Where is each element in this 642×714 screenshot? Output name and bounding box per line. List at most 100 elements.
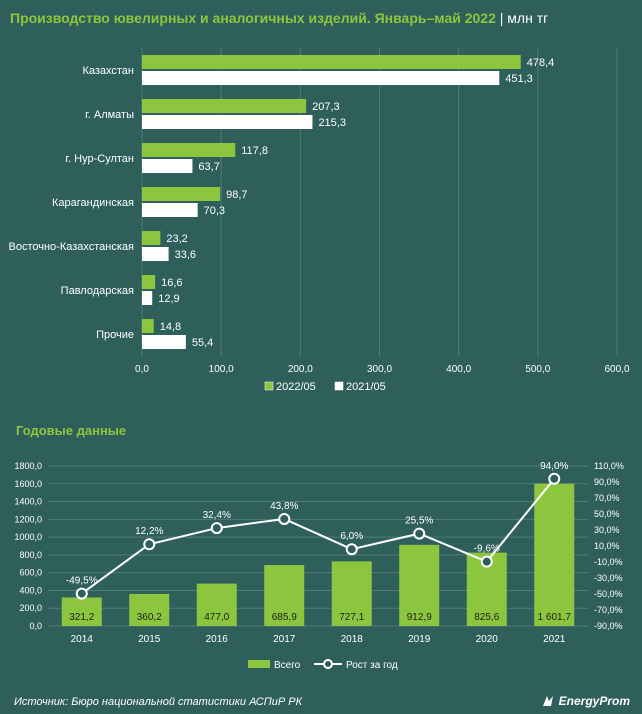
legend-label: 2021/05 [346, 381, 386, 393]
bar [61, 597, 102, 626]
legend-swatch [334, 381, 344, 391]
x-tick-label: 2015 [138, 634, 161, 645]
data-label: 63,7 [198, 161, 219, 173]
chart-title-text: Производство ювелирных и аналогичных изд… [10, 10, 496, 26]
annual-section-header: Годовые данные [0, 420, 642, 440]
legend-marker [323, 659, 333, 669]
y-tick-label-right: 30,0% [594, 525, 620, 535]
line-value-label: -49,5% [66, 576, 98, 587]
data-label: 215,3 [318, 117, 346, 129]
y-tick-label-right: 50,0% [594, 509, 620, 519]
bar-value-label: 912,9 [407, 612, 432, 623]
x-tick-label: 2017 [273, 634, 296, 645]
bar-value-label: 477,0 [204, 612, 229, 623]
data-label: 70,3 [204, 205, 225, 217]
x-tick-label: 300,0 [367, 364, 392, 375]
x-tick-label: 2016 [206, 634, 229, 645]
brand-logo: EnergyProm [541, 694, 630, 708]
x-tick-label: 200,0 [288, 364, 313, 375]
bar [264, 565, 305, 626]
bar [142, 203, 198, 217]
category-label: Павлодарская [61, 285, 134, 297]
x-tick-label: 100,0 [209, 364, 234, 375]
bar [142, 275, 156, 289]
line-value-label: 6,0% [340, 531, 363, 542]
x-tick-label: 400,0 [446, 364, 471, 375]
bar-value-label: 685,9 [272, 612, 297, 623]
annual-chart-panel: 0,0 200,0 400,0 600,0 800,0 1000,0 1200,0 1400,… [0, 446, 642, 688]
y-tick-label-right: -50,0% [594, 589, 623, 599]
line-value-label: 32,4% [203, 510, 231, 521]
data-label: 33,6 [175, 249, 196, 261]
line-value-label: 94,0% [540, 461, 568, 472]
bar [142, 115, 313, 129]
y-tick-label-left: 1000,0 [14, 532, 42, 542]
bar [142, 247, 169, 261]
y-tick-label-right: -10,0% [594, 557, 623, 567]
y-tick-label-left: 600,0 [19, 568, 42, 578]
bar [196, 583, 237, 626]
data-label: 207,3 [312, 101, 340, 113]
chart-title: Производство ювелирных и аналогичных изд… [10, 10, 549, 26]
y-tick-label-right: -90,0% [594, 621, 623, 631]
bar [142, 291, 153, 305]
x-tick-label: 2018 [341, 634, 364, 645]
bar [142, 231, 161, 245]
bar [331, 561, 372, 626]
line-point [480, 555, 493, 568]
data-label: 55,4 [192, 337, 213, 349]
bar [129, 593, 170, 626]
x-tick-label: 600,0 [604, 364, 629, 375]
y-tick-label-left: 800,0 [19, 550, 42, 560]
legend-swatch [264, 381, 274, 391]
x-tick-label: 500,0 [525, 364, 550, 375]
y-tick-label-right: -30,0% [594, 573, 623, 583]
annual-section-title: Годовые данные [16, 423, 127, 438]
x-tick-label: 2014 [71, 634, 94, 645]
x-tick-label: 0,0 [135, 364, 149, 375]
data-label: 98,7 [226, 189, 247, 201]
category-label: г. Нур-Султан [65, 153, 134, 165]
chart-unit: млн тг [507, 10, 549, 26]
energyprom-logo-icon [542, 696, 553, 706]
bar [399, 544, 440, 626]
y-tick-label-left: 0,0 [29, 621, 42, 631]
annual-combo-chart: 0,0 200,0 400,0 600,0 800,0 1000,0 1200,0 1400,… [0, 446, 642, 688]
y-tick-label-right: -70,0% [594, 605, 623, 615]
legend-label-bar: Всего [274, 660, 301, 671]
category-label: Прочие [96, 329, 134, 341]
bar-value-label: 1 601,7 [538, 612, 572, 623]
data-label: 478,4 [527, 57, 555, 69]
chart-header: Производство ювелирных и аналогичных изд… [0, 0, 642, 38]
category-label: г. Алматы [85, 109, 134, 121]
source-text: Источник: Бюро национальной статистики А… [14, 696, 303, 708]
line-point [75, 587, 88, 600]
bar [142, 159, 193, 173]
regional-chart-panel: 0,0 100,0 200,0 300,0 400,0 500,0 600,0 Казахст… [0, 38, 642, 404]
bar [142, 99, 307, 113]
legend-label: 2022/05 [276, 381, 316, 393]
growth-line [81, 478, 556, 595]
y-tick-label-right: 70,0% [594, 493, 620, 503]
x-tick-label: 2021 [543, 634, 566, 645]
line-point [210, 522, 223, 535]
line-point [548, 472, 561, 485]
line-point [345, 543, 358, 556]
line-value-label: 43,8% [270, 501, 298, 512]
data-label: 14,8 [160, 321, 181, 333]
line-point [278, 512, 291, 525]
line-value-label: 12,2% [135, 526, 163, 537]
category-label: Казахстан [82, 65, 134, 77]
data-label: 117,8 [241, 145, 268, 157]
category-label: Восточно-Казахстанская [8, 241, 134, 253]
line-point [413, 527, 426, 540]
y-tick-label-right: 110,0% [594, 461, 624, 471]
y-tick-label-right: 10,0% [594, 541, 620, 551]
footer: Источник: Бюро национальной статистики А… [0, 690, 642, 714]
bar [142, 335, 186, 349]
line-value-label: -9,6% [474, 544, 500, 555]
bar-value-label: 360,2 [137, 612, 162, 623]
y-tick-label-right: 90,0% [594, 477, 620, 487]
x-tick-label: 2020 [476, 634, 499, 645]
regional-bar-chart: 0,0 100,0 200,0 300,0 400,0 500,0 600,0 Казахст… [4, 42, 638, 400]
